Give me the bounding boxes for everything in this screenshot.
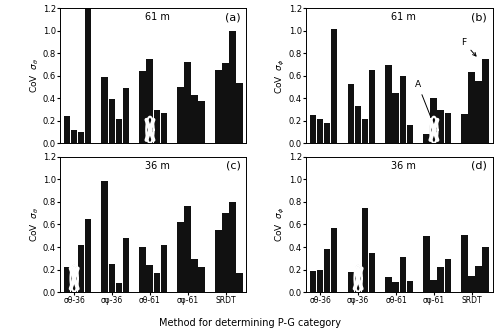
Bar [316,270,323,292]
Bar [122,238,129,292]
Bar [230,31,236,144]
Bar [424,236,430,292]
Bar [146,265,153,292]
Bar [236,273,243,292]
Bar [222,63,228,144]
Text: 36 m: 36 m [144,161,170,171]
Bar [230,202,236,292]
Bar [482,59,489,144]
Bar [369,253,376,292]
Text: (a): (a) [225,12,241,22]
Bar [316,118,323,144]
Bar [108,264,115,292]
Bar [430,98,437,144]
Bar [116,283,122,292]
Bar [354,276,361,292]
Bar [406,281,413,292]
Text: (d): (d) [471,161,487,171]
Y-axis label: CoV  $\sigma_{\theta}$: CoV $\sigma_{\theta}$ [28,207,41,242]
Bar [369,70,376,144]
Text: A: A [415,80,434,123]
Bar [64,116,70,144]
Bar [476,266,482,292]
Bar [310,271,316,292]
Text: 61 m: 61 m [390,12,415,22]
Bar [85,8,91,144]
Bar [392,93,399,144]
Bar [140,71,146,144]
Bar [102,77,108,144]
Bar [198,101,205,144]
Bar [392,282,399,292]
Bar [354,106,361,144]
Text: Method for determining P-G category: Method for determining P-G category [159,318,341,328]
Bar [192,95,198,144]
Text: 61 m: 61 m [144,12,170,22]
Bar [177,87,184,144]
Bar [177,222,184,292]
Bar [85,219,91,292]
Y-axis label: CoV  $\sigma_{\phi}$: CoV $\sigma_{\phi}$ [274,58,287,93]
Bar [70,273,77,292]
Bar [222,213,228,292]
Bar [324,249,330,292]
Bar [102,181,108,292]
Bar [108,99,115,144]
Bar [400,257,406,292]
Y-axis label: CoV  $\sigma_{\phi}$: CoV $\sigma_{\phi}$ [274,207,287,242]
Bar [461,114,468,144]
Text: (c): (c) [226,161,241,171]
Bar [64,267,70,292]
Bar [468,73,474,144]
Bar [476,82,482,144]
Bar [160,113,167,144]
Bar [324,123,330,144]
Bar [184,207,191,292]
Bar [215,70,222,144]
Bar [146,59,153,144]
Bar [331,228,338,292]
Bar [438,267,444,292]
Bar [236,82,243,144]
Bar [438,110,444,144]
Bar [362,118,368,144]
Bar [468,276,474,292]
Bar [386,65,392,144]
Bar [348,84,354,144]
Bar [78,245,84,292]
Bar [198,267,205,292]
Bar [154,110,160,144]
Bar [116,118,122,144]
Bar [461,235,468,292]
Bar [331,28,338,144]
Bar [406,125,413,144]
Bar [154,273,160,292]
Text: (b): (b) [471,12,487,22]
Y-axis label: CoV  $\sigma_{\theta}$: CoV $\sigma_{\theta}$ [28,58,41,93]
Bar [140,247,146,292]
Bar [424,134,430,144]
Bar [192,259,198,292]
Bar [386,278,392,292]
Bar [78,132,84,144]
Bar [362,208,368,292]
Bar [310,115,316,144]
Bar [348,272,354,292]
Bar [122,88,129,144]
Text: 36 m: 36 m [390,161,415,171]
Bar [400,76,406,144]
Bar [430,280,437,292]
Bar [215,230,222,292]
Bar [482,247,489,292]
Text: F: F [461,38,476,56]
Bar [160,245,167,292]
Bar [70,130,77,144]
Bar [184,62,191,144]
Bar [444,113,451,144]
Bar [444,259,451,292]
